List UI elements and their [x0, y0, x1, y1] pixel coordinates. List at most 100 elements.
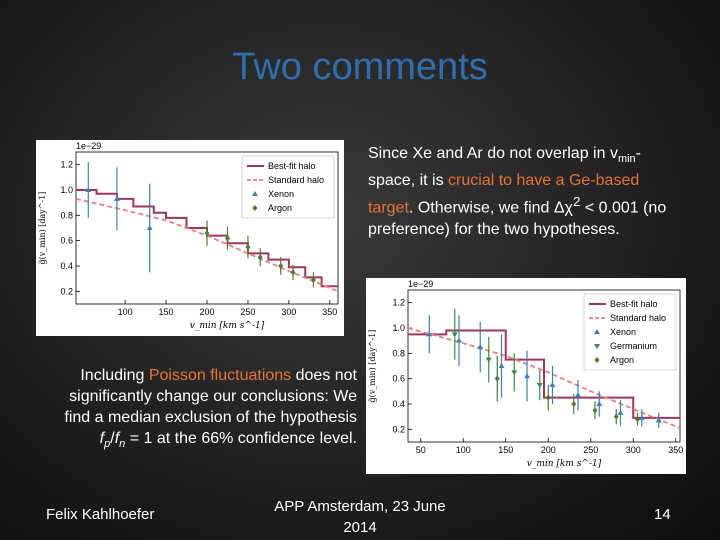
x-axis-label: v_min [km s^-1]: [527, 459, 602, 469]
comment-text: does not significantly change our conclu…: [64, 367, 357, 426]
chart-xenon-germanium-argon: 1e−29 0.2 0.4 0.6 0.8 1.0 1.2 50 100 150 200 250 300…: [366, 278, 686, 474]
y-tick-label: 0.6: [392, 374, 405, 384]
data-point-xenon: [596, 401, 603, 406]
footer-event-line: 2014: [343, 519, 377, 536]
data-point-xenon: [85, 187, 92, 192]
y-axis-label: g̃(v_min) [day^-1]: [368, 330, 377, 403]
data-point-germanium: [536, 383, 543, 388]
comment-poisson: Including Poisson fluctuations does not …: [62, 365, 357, 455]
data-point-xenon: [456, 337, 462, 343]
legend-label: Standard halo: [610, 313, 666, 323]
data-point-argon: [613, 413, 619, 420]
x-tick-label: 300: [626, 445, 641, 455]
data-point-argon: [278, 263, 284, 269]
chart-xenon-argon: 1e−29 0.2 0.4 0.6 0.8 1.0 1.2 100 150 200 250 300 35…: [36, 140, 344, 336]
legend-swatch-argon: [594, 357, 600, 363]
chart-xenon-germanium-argon-svg: 1e−29 0.2 0.4 0.6 0.8 1.0 1.2 50 100 150 200 250 300…: [368, 279, 683, 469]
legend-label: Best-fit halo: [268, 161, 316, 171]
x-tick-label: 50: [416, 445, 426, 455]
comment-text: Since Xe and Ar do not overlap in v: [368, 145, 618, 162]
x-tick-label: 200: [199, 307, 214, 317]
x-tick-label: 150: [498, 445, 513, 455]
footer-event: APP Amsterdam, 23 June 2014: [250, 496, 470, 538]
x-tick-label: 250: [240, 307, 255, 317]
comment-text: -space, it is: [368, 145, 641, 190]
math-fp-sub: p: [104, 438, 111, 451]
series-line-standard-halo: [407, 327, 681, 429]
page-number: 14: [654, 506, 671, 523]
comment-text: Including: [80, 367, 149, 384]
data-point-argon: [571, 401, 577, 407]
x-tick-label: 350: [668, 445, 683, 455]
data-point-xenon: [426, 331, 433, 337]
chart-xenon-argon-svg: 1e−29 0.2 0.4 0.6 0.8 1.0 1.2 100 150 200 250 300 35…: [38, 141, 339, 331]
data-point-xenon: [575, 392, 581, 398]
x-tick-label: 150: [159, 307, 174, 317]
legend-label: Argon: [268, 203, 292, 213]
series-line-best-fit-halo: [408, 329, 680, 419]
y-tick-label: 0.8: [60, 210, 73, 220]
scale-label: 1e−29: [76, 141, 101, 151]
legend-label: Standard halo: [268, 175, 324, 185]
comment-text: = 1 at the 66% confidence level.: [125, 430, 357, 447]
data-point-xenon: [524, 373, 530, 379]
legend-swatch-germanium: [594, 344, 600, 349]
math-fn: f: [114, 430, 120, 447]
y-tick-label: 0.4: [392, 399, 405, 409]
footer-author: Felix Kahlhoefer: [46, 506, 155, 523]
scale-label: 1e−29: [408, 279, 433, 289]
data-point-xenon: [498, 363, 505, 368]
data-point-argon: [635, 416, 640, 423]
comment-superscript: 2: [572, 194, 581, 210]
legend-label: Argon: [610, 355, 634, 365]
x-tick-label: 200: [541, 445, 556, 455]
data-point-argon: [290, 269, 296, 276]
legend-label: Germanium: [610, 341, 657, 351]
data-point-xenon: [477, 344, 484, 349]
legend-label: Best-fit halo: [610, 299, 658, 309]
y-tick-label: 0.4: [60, 261, 73, 271]
y-tick-label: 0.2: [392, 424, 405, 434]
x-tick-label: 350: [322, 307, 337, 317]
comment-text: . Otherwise, we find Δχ: [408, 199, 573, 217]
math-slash: /: [110, 430, 115, 447]
comment-highlight: crucial to have a Ge-based target: [368, 172, 640, 217]
legend-box: [583, 293, 677, 371]
data-point-germanium: [451, 332, 458, 338]
data-point-germanium: [511, 370, 518, 376]
data-point-argon: [204, 230, 210, 237]
math-fn-sub: n: [119, 438, 126, 451]
x-axis-label: v_min [km s^-1]: [190, 321, 265, 331]
data-point-argon: [257, 254, 263, 261]
slide-title: Two comments: [232, 46, 488, 88]
data-point-argon: [310, 276, 316, 283]
footer-event-line: APP Amsterdam, 23 June: [274, 498, 446, 515]
data-point-xenon: [638, 414, 645, 420]
y-tick-label: 0.6: [60, 236, 73, 246]
data-point-xenon: [113, 195, 120, 201]
y-tick-label: 1.2: [60, 160, 73, 170]
data-point-argon: [245, 244, 251, 250]
math-fp: f: [99, 430, 105, 447]
comment-germanium-target: Since Xe and Ar do not overlap in vmin-s…: [368, 143, 668, 240]
data-point-germanium: [485, 357, 492, 363]
legend-label: Xenon: [610, 327, 636, 337]
data-point-argon: [545, 394, 551, 401]
legend-swatch-argon: [252, 205, 258, 211]
comment-subscript: min: [617, 153, 636, 166]
y-tick-label: 1.0: [392, 323, 405, 333]
data-point-argon: [494, 375, 500, 382]
y-tick-label: 0.2: [60, 286, 73, 296]
data-point-xenon: [655, 417, 662, 423]
x-tick-label: 100: [456, 445, 471, 455]
data-point-xenon: [549, 382, 556, 387]
x-tick-label: 100: [118, 307, 133, 317]
legend-swatch-xenon: [594, 329, 600, 334]
comment-text: < 0.001 (no preference) for the two hypo…: [368, 199, 667, 238]
plot-frame: [407, 289, 681, 443]
comment-highlight: Poisson fluctuations: [148, 367, 292, 384]
y-axis-label: g̃(v_min) [day^-1]: [38, 192, 47, 265]
data-point-xenon: [617, 409, 624, 415]
data-point-argon: [224, 235, 230, 242]
x-tick-label: 300: [281, 307, 296, 317]
